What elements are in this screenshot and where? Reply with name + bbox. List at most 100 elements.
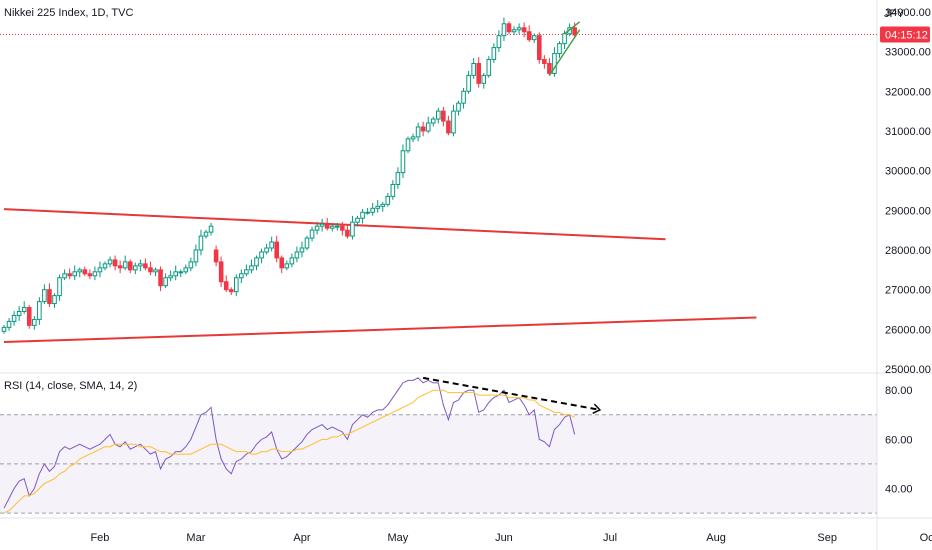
candle-body [451,110,456,134]
time-tick-label: Jul [603,532,617,544]
candle [340,221,345,236]
candle [92,266,98,281]
price-tick-label: 29000.00 [885,205,931,217]
candle-body [244,269,249,275]
candle [249,259,254,274]
candle-body [228,289,234,293]
candle [405,136,411,154]
candle-body [133,265,138,271]
candle-body [117,265,123,269]
candle-body [72,271,78,277]
candle [158,266,163,292]
currency-label[interactable]: JPY [884,8,905,20]
candle [274,235,279,263]
candle [350,215,355,240]
main-trendlines[interactable] [3,208,757,344]
candle-body [223,281,229,291]
candle [82,266,88,277]
candle-body [6,320,12,328]
candle [380,201,386,212]
candle-body [77,269,83,273]
time-axis[interactable]: Feb Mar Apr May Jun Jul Aug Sep Oct [90,532,932,544]
candle [355,215,360,227]
candle-body [410,136,416,140]
candle-body [547,62,552,74]
candle-body [259,251,264,259]
rsi-divergence[interactable] [422,376,602,415]
candle-body [168,275,173,279]
candle [299,241,305,258]
rsi-title[interactable]: RSI (14, close, SMA, 14, 2) [4,380,137,392]
candle [72,265,78,281]
candle [107,256,113,268]
candle-body [198,235,204,251]
candle [67,268,72,280]
candle-body [269,241,274,249]
candle-body [491,47,497,61]
candle-body [284,263,290,269]
price-badge-box [880,26,930,43]
price-badge-label: 04:15:12 [885,30,928,42]
candle-body [183,267,189,273]
candle [390,180,396,200]
candle-body [481,74,487,84]
candles [1,17,577,334]
candle [400,144,406,178]
divergence-line [422,376,601,411]
candle [97,261,103,278]
candle-body [335,225,340,228]
candle [1,324,7,334]
candle-body [21,307,27,312]
candle-body [188,261,194,269]
time-tick-label: Sep [817,532,837,544]
candle-body [456,102,461,112]
candle-body [47,289,52,305]
candle [244,264,249,277]
candle-body [294,251,300,259]
candle-body [466,74,471,92]
price-tick-label: 25000.00 [885,364,931,376]
candle [52,293,57,308]
candle [314,221,320,235]
divergence-arrowhead [592,403,602,415]
candle [496,30,502,52]
candle [436,107,441,124]
candle [531,33,537,44]
candle [87,269,93,280]
candle [415,122,421,142]
candle [203,229,209,239]
candle [446,115,451,136]
candle [16,306,22,321]
rsi-axis[interactable]: 40.00 60.00 80.00 [885,385,913,495]
candle [370,202,375,216]
candle-body [92,271,98,277]
candle-body [446,120,451,134]
candle-body [370,207,375,213]
candle-body [97,267,103,273]
candle [557,41,562,58]
candle-body [143,263,148,269]
candle-body [67,273,72,277]
time-tick-label: Feb [90,532,109,544]
candle-body [415,126,421,138]
candle-body [107,259,113,265]
candle-body [430,118,436,124]
candle-body [380,203,386,207]
price-axis[interactable]: 25000.00 26000.00 27000.00 28000.00 29000.00… [885,7,931,376]
candle [360,208,365,224]
symbol-title[interactable]: Nikkei 225 Index, 1D, TVC [4,7,133,19]
candle-body [516,27,522,31]
candle [521,22,527,38]
candle [319,218,325,232]
candle [223,275,229,293]
candle [461,87,466,109]
candle-body [314,225,320,231]
candle [42,284,47,304]
candle-body [496,35,502,49]
candle-body [57,277,62,297]
candle-body [420,126,426,132]
candle-body [87,273,93,277]
rising-wedge[interactable] [548,21,581,76]
candle-body [52,295,57,305]
